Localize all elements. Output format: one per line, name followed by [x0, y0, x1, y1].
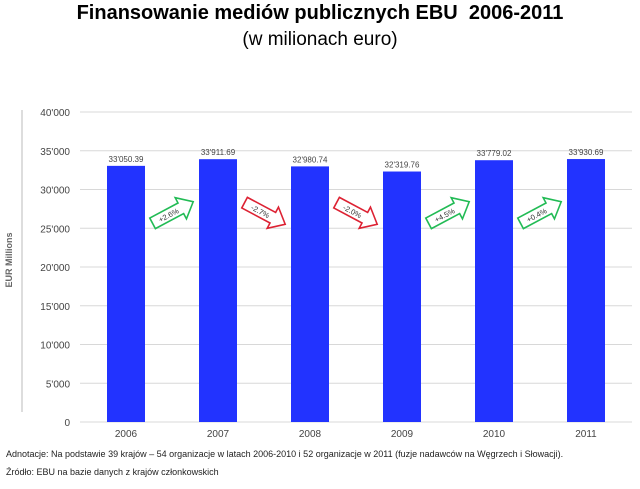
y-tick-label: 10'000	[40, 341, 70, 352]
bar-value-label: 33'930.69	[569, 148, 604, 157]
bar-chart: 0 5'000 10'000 15'000 20'000 25'000 30'000 35'0…	[4, 108, 632, 440]
y-tick-label: 30'000	[40, 186, 70, 197]
change-arrow-up-icon: +4.5%	[424, 196, 471, 230]
arrow-outline	[148, 196, 195, 230]
y-axis-label: EUR Millions	[4, 232, 14, 287]
bar-2011	[567, 159, 605, 422]
y-tick-label: 0	[64, 418, 70, 429]
bar-2007	[199, 159, 237, 423]
bar-value-label: 32'319.76	[385, 161, 420, 170]
x-tick-label: 2006	[115, 429, 138, 440]
annotation-note: Adnotacje: Na podstawie 39 krajów – 54 o…	[6, 449, 564, 459]
arrow-outline	[424, 196, 471, 230]
y-tick-label: 20'000	[40, 263, 70, 274]
y-tick-label: 5'000	[46, 379, 71, 390]
bar-value-label: 32'980.74	[293, 155, 328, 164]
bar-value-label: 33'911.69	[201, 148, 236, 157]
chart-title: Finansowanie mediów publicznych EBU 2006…	[76, 2, 564, 24]
bar-2006	[107, 165, 145, 422]
arrow-outline	[516, 196, 563, 230]
y-tick-label: 40'000	[40, 108, 70, 119]
y-tick-label: 35'000	[40, 147, 70, 158]
arrow-outline	[332, 196, 379, 230]
bar-value-label: 33'050.39	[109, 155, 144, 164]
x-tick-label: 2011	[575, 429, 597, 440]
y-tick-label: 25'000	[40, 224, 70, 235]
x-tick-label: 2010	[483, 429, 506, 440]
bar-value-label: 33'779.02	[477, 149, 512, 158]
y-tick-label: 15'000	[40, 302, 70, 313]
bar-2009	[383, 171, 421, 422]
bar-2008	[291, 166, 329, 422]
x-tick-label: 2007	[207, 429, 230, 440]
change-arrow-up-icon: +0.4%	[516, 196, 563, 230]
x-tick-label: 2009	[391, 429, 414, 440]
bar-2010	[475, 160, 513, 422]
chart-subtitle: (w milionach euro)	[242, 29, 398, 50]
source-note: Źródło: EBU na bazie danych z krajów czł…	[6, 467, 219, 477]
change-arrow-up-icon: +2.6%	[148, 196, 195, 230]
x-tick-label: 2008	[299, 429, 322, 440]
arrow-outline	[240, 196, 287, 230]
